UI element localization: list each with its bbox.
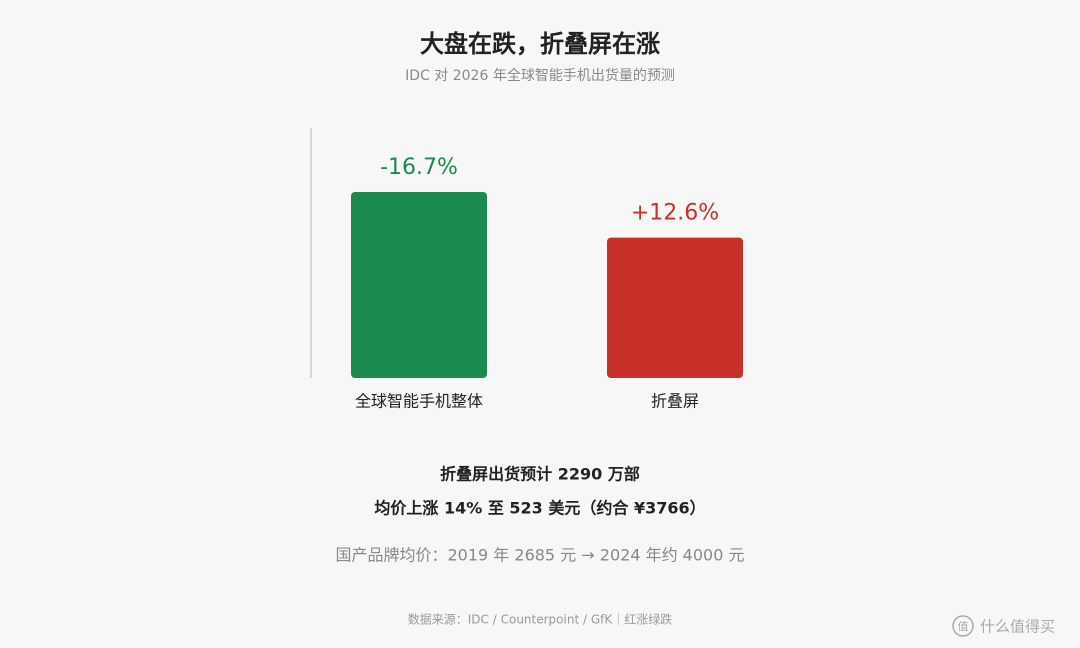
note: 均价上涨 14% 至 523 美元（约合 ¥3766） [374, 499, 705, 518]
source: 数据来源：IDC / Counterpoint / GfK｜红涨绿跌 [408, 612, 672, 627]
x-tick-label: 折叠屏 [651, 392, 699, 411]
x-tick-label: 全球智能手机整体 [355, 392, 483, 411]
chart-title: 大盘在跌，折叠屏在涨 [420, 30, 660, 58]
value-label: -16.7% [380, 155, 458, 180]
value-label: +12.6% [631, 201, 719, 226]
bar [351, 191, 487, 378]
bar [607, 237, 743, 378]
note: 国产品牌均价：2019 年 2685 元 → 2024 年约 4000 元 [336, 546, 745, 565]
chart-subtitle: IDC 对 2026 年全球智能手机出货量的预测 [405, 67, 675, 84]
watermark-icon-ring [952, 615, 974, 637]
watermark-text: 什么值得买 [980, 618, 1055, 636]
note: 折叠屏出货预计 2290 万部 [440, 465, 640, 484]
watermark-icon: 值 [958, 620, 969, 633]
